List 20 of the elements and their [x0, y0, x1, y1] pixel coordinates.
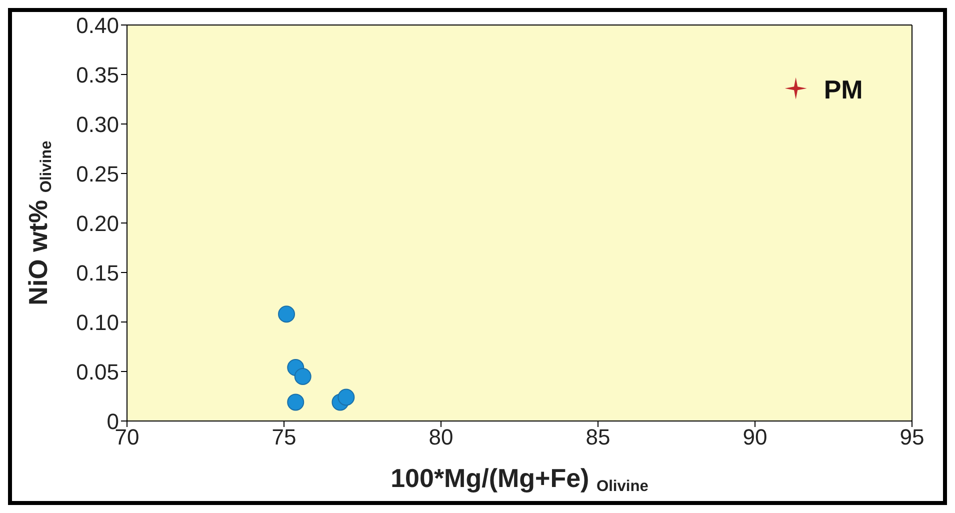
- point: [784, 77, 807, 100]
- y-tick-label: 0.05: [76, 359, 119, 384]
- point: [338, 388, 355, 406]
- y-tick-label: 0.15: [76, 260, 119, 286]
- x-tick-label: 95: [900, 424, 924, 450]
- x-tick-label: 85: [586, 424, 610, 450]
- y-tick-label: 0.40: [76, 12, 119, 38]
- series-label: PM: [824, 74, 863, 104]
- y-tick-label: 0.35: [76, 62, 119, 88]
- y-tick-label: 0.20: [76, 210, 119, 236]
- x-tick-label: 80: [428, 424, 454, 450]
- point: [287, 394, 304, 411]
- x-tick-label: 75: [272, 424, 296, 450]
- y-tick-label: 0.10: [76, 310, 119, 335]
- point: [278, 306, 296, 323]
- x-tick-label: 90: [742, 424, 768, 450]
- y-tick-label: 0.25: [76, 161, 119, 186]
- x-axis-title: 100*Mg/(Mg+Fe) $_{Olivine}$: [390, 463, 649, 495]
- y-tick-label: 0.30: [76, 112, 119, 137]
- point: [294, 368, 312, 385]
